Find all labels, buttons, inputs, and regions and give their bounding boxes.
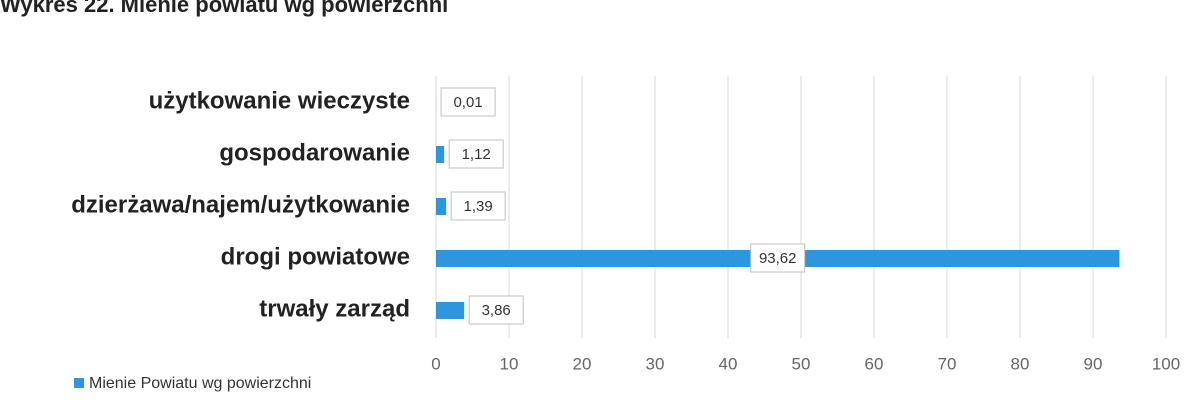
x-tick-label: 40: [719, 354, 738, 373]
value-label-box: [448, 139, 504, 169]
bar: [436, 198, 447, 215]
value-label-box: [750, 243, 806, 273]
x-tick-label: 10: [500, 354, 519, 373]
category-label: gospodarowanie: [219, 139, 410, 166]
value-label: 1,12: [462, 146, 491, 163]
x-tick-label: 90: [1084, 354, 1103, 373]
category-label: drogi powiatowe: [221, 243, 410, 270]
category-label: dzierżawa/najem/użytkowanie: [71, 191, 410, 218]
value-label: 93,62: [759, 250, 797, 267]
bar: [436, 302, 465, 319]
legend-swatch: [74, 378, 84, 388]
x-tick-label: 60: [865, 354, 884, 373]
x-tick-label: 80: [1011, 354, 1030, 373]
value-label: 3,86: [482, 302, 511, 319]
x-tick-label: 100: [1152, 354, 1180, 373]
legend-label: Mienie Powiatu wg powierzchni: [89, 375, 311, 392]
x-tick-label: 70: [938, 354, 957, 373]
category-label: użytkowanie wieczyste: [149, 87, 410, 114]
value-label-box: [450, 191, 506, 221]
x-tick-label: 20: [573, 354, 592, 373]
bar: [436, 146, 445, 163]
x-tick-label: 0: [431, 354, 440, 373]
x-tick-label: 50: [792, 354, 811, 373]
value-label: 1,39: [464, 198, 493, 215]
value-label: 0,01: [453, 94, 482, 111]
value-label-box: [468, 295, 524, 325]
x-tick-label: 30: [646, 354, 665, 373]
chart-title: Wykres 22. Mienie powiatu wg powierzchni: [0, 0, 448, 17]
value-label-box: [440, 87, 496, 117]
category-label: trwały zarząd: [259, 295, 410, 322]
